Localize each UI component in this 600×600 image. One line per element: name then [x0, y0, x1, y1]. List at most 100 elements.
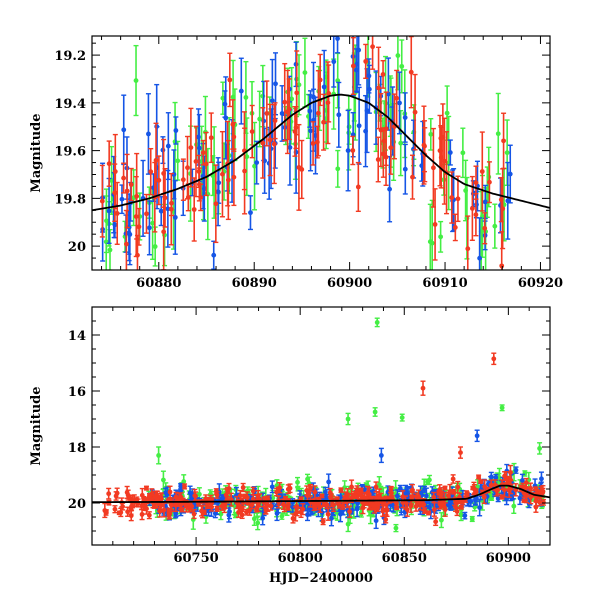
data-point-red-9 [219, 130, 225, 218]
data-point-blue-35 [402, 143, 408, 195]
x-tick-label: 60850 [382, 551, 427, 566]
data-point-red-298 [283, 495, 289, 501]
data-point-red-309 [476, 474, 482, 480]
data-point-red-85 [499, 231, 505, 270]
data-point-green-191 [305, 473, 311, 485]
data-point-blue-72 [165, 112, 171, 181]
top-data-layer [99, 36, 513, 358]
series-red [99, 36, 507, 270]
data-point-blue-47 [172, 179, 178, 255]
outlier-point-blue-10 [378, 447, 384, 464]
data-point-red-62 [299, 139, 305, 200]
data-point-red-42 [410, 154, 416, 200]
data-point-red-46 [363, 43, 369, 79]
data-point-red-294 [167, 507, 173, 519]
data-point-blue-57 [247, 195, 253, 231]
data-point-red-96 [272, 102, 278, 140]
data-point-green-196 [424, 478, 430, 486]
data-point-red-97 [286, 78, 292, 141]
data-point-green-77 [460, 127, 466, 179]
data-point-blue-25 [146, 200, 152, 256]
data-point-red-210 [103, 509, 109, 516]
data-point-red-271 [347, 505, 353, 518]
data-point-red-54 [473, 193, 479, 237]
data-point-blue-13 [119, 184, 125, 215]
data-point-red-72 [482, 212, 488, 245]
data-point-red-101 [294, 50, 300, 136]
y-tick-label: 20 [68, 240, 86, 255]
data-point-red-103 [498, 176, 504, 223]
data-point-red-193 [404, 502, 410, 517]
data-point-red-71 [184, 135, 190, 200]
data-point-red-95 [442, 485, 448, 491]
top-model-layer [92, 93, 550, 212]
data-point-red-102 [203, 131, 209, 197]
data-point-blue-83 [173, 116, 179, 145]
data-point-red-146 [400, 490, 406, 504]
outlier-point-red-9 [457, 446, 463, 459]
data-point-blue-82 [222, 90, 228, 118]
model-curve [92, 484, 550, 504]
data-point-red-243 [521, 498, 527, 504]
data-point-red-162 [128, 510, 134, 522]
data-point-red-316 [179, 507, 185, 513]
data-point-red-250 [112, 505, 118, 514]
data-point-blue-65 [269, 480, 275, 494]
data-point-red-288 [537, 497, 543, 507]
data-point-red-151 [464, 491, 470, 498]
data-point-red-57 [208, 112, 214, 164]
data-point-red-107 [200, 139, 206, 166]
data-point-blue-185 [187, 485, 193, 501]
x-tick-label: 60900 [327, 276, 372, 291]
data-point-blue-53 [238, 57, 244, 125]
data-point-red-155 [214, 491, 220, 499]
data-point-red-212 [321, 501, 327, 508]
data-point-red-40 [112, 133, 118, 210]
x-tick-label: 60900 [486, 551, 531, 566]
data-point-red-32 [124, 153, 130, 229]
outlier-point-blue-11 [474, 429, 480, 443]
data-point-red-23 [121, 162, 127, 194]
data-point-green-143 [438, 512, 444, 529]
y-tick-label: 19.8 [54, 192, 86, 207]
data-point-blue-96 [140, 159, 146, 237]
data-point-red-14 [148, 147, 154, 196]
data-point-blue-85 [279, 85, 285, 142]
data-point-red-266 [124, 485, 130, 499]
data-point-green-46 [152, 226, 158, 267]
data-point-green-72 [428, 117, 434, 151]
top-axis-ticks: 60880 60890 60900 60910 60920 19.2 19.4 19.6 19.… [54, 36, 563, 291]
data-point-red-4 [249, 104, 255, 159]
x-tick-label: 60750 [173, 551, 218, 566]
data-point-red-194 [290, 513, 296, 524]
bottom-panel: 60750 60800 60850 60900 14 16 18 20 Magnitude H… [29, 306, 551, 586]
data-point-red-282 [431, 491, 437, 503]
data-point-blue-19 [513, 466, 519, 474]
data-point-red-253 [200, 504, 206, 519]
data-point-blue-22 [145, 93, 151, 175]
data-point-green-63 [427, 203, 433, 270]
data-point-red-67 [225, 139, 231, 221]
data-point-red-329 [240, 482, 246, 493]
data-point-red-71 [146, 511, 152, 520]
data-point-red-77 [375, 136, 381, 183]
data-point-red-40 [499, 494, 505, 500]
outlier-point-green-0 [374, 317, 380, 328]
x-tick-label: 60890 [232, 276, 277, 291]
bottom-axis-ticks: 60750 60800 60850 60900 14 16 18 20 [68, 306, 551, 566]
data-point-red-78 [486, 161, 492, 204]
data-point-red-310 [374, 491, 380, 505]
data-point-blue-224 [373, 512, 379, 530]
data-point-red-70 [465, 215, 471, 270]
data-point-red-50 [380, 60, 386, 89]
data-point-green-83 [131, 169, 137, 227]
data-point-green-173 [393, 523, 399, 533]
data-point-red-306 [455, 480, 461, 494]
data-point-blue-249 [304, 508, 310, 522]
data-point-red-130 [478, 479, 484, 485]
data-point-red-161 [161, 502, 167, 518]
data-point-blue-48 [310, 61, 316, 133]
data-point-green-30 [123, 323, 128, 358]
data-point-red-68 [501, 112, 507, 170]
